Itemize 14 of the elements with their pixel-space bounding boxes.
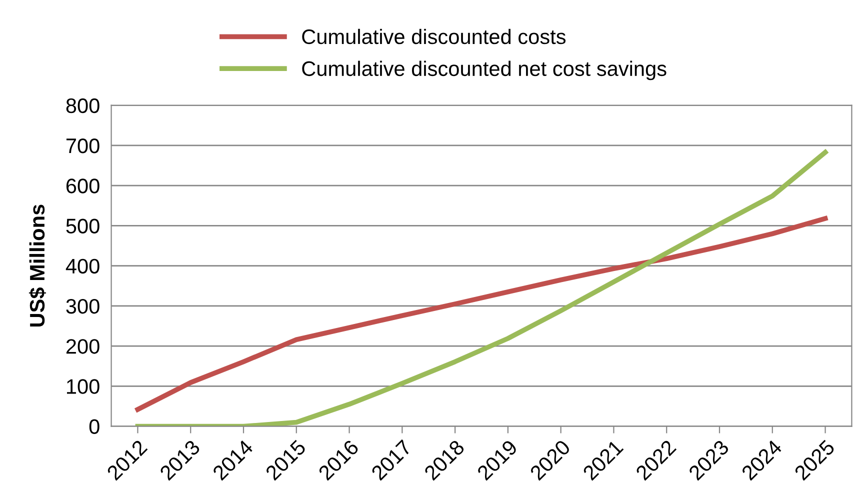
y-tick-label: 600 bbox=[66, 178, 100, 194]
line-series bbox=[135, 150, 828, 426]
y-tick-label: 300 bbox=[66, 298, 100, 314]
y-tick-label: 800 bbox=[66, 98, 100, 114]
line-series bbox=[135, 216, 828, 412]
legend-label: Cumulative discounted net cost savings bbox=[302, 60, 666, 80]
y-tick-label: 400 bbox=[66, 258, 100, 274]
y-tick-label: 0 bbox=[89, 419, 100, 434]
legend-label: Cumulative discounted costs bbox=[302, 28, 566, 44]
y-tick-label: 500 bbox=[66, 218, 100, 234]
y-tick-label: 100 bbox=[67, 379, 100, 394]
y-axis-title: US$ Millions bbox=[28, 204, 46, 326]
y-tick-label: 200 bbox=[66, 339, 100, 354]
y-tick-label: 700 bbox=[66, 138, 100, 154]
